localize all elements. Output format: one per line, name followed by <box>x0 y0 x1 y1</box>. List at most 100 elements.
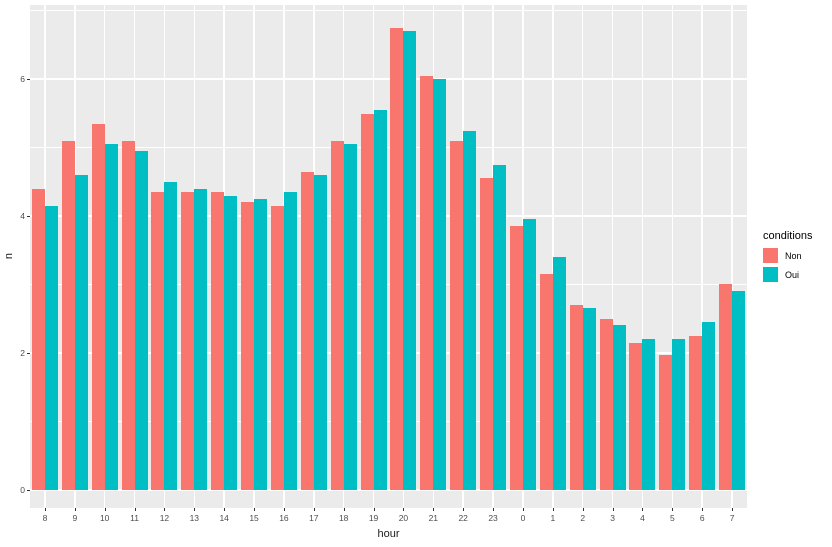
x-tick <box>30 508 60 511</box>
bar-group <box>389 5 419 508</box>
bar <box>61 140 75 490</box>
bar-pair <box>418 75 448 490</box>
bar-pair <box>90 123 120 490</box>
x-tick-label: 22 <box>458 513 468 523</box>
x-tick-label: 4 <box>640 513 645 523</box>
bar <box>390 28 404 490</box>
gridline-major <box>30 78 747 81</box>
bar <box>509 226 523 490</box>
bar <box>493 164 507 490</box>
bar <box>254 198 268 490</box>
bar <box>702 322 716 490</box>
y-tick-label: 4 <box>20 211 25 222</box>
bar <box>552 257 566 490</box>
bar-pair <box>508 219 538 490</box>
x-tick-mark <box>343 508 345 511</box>
bar-pair <box>299 171 329 490</box>
y-tick <box>27 79 30 81</box>
legend-items: Non Oui <box>763 248 813 282</box>
bar-group <box>329 5 359 508</box>
y-tick <box>27 489 30 491</box>
x-tick <box>329 508 359 511</box>
panel <box>30 5 747 508</box>
bar <box>134 151 148 490</box>
x-tick-mark <box>403 508 405 511</box>
x-axis-ticks <box>30 508 747 511</box>
bar-pair <box>478 164 508 490</box>
x-tick-mark <box>702 508 704 511</box>
bar <box>330 140 344 490</box>
bar <box>164 181 178 490</box>
bar-pair <box>329 140 359 490</box>
x-tick-label: 14 <box>219 513 229 523</box>
bar-pair <box>359 110 389 490</box>
x-tick-mark <box>672 508 674 511</box>
bar-group <box>568 5 598 508</box>
bar <box>612 325 626 490</box>
gridline-major <box>30 215 747 218</box>
bar-group <box>60 5 90 508</box>
bar <box>463 130 477 490</box>
x-tick <box>687 508 717 511</box>
gridline-minor <box>30 147 747 149</box>
bar-pair <box>717 284 747 490</box>
bar <box>44 205 58 490</box>
gridline-minor <box>30 283 747 285</box>
x-tick-label: 10 <box>99 513 110 523</box>
gridline-major <box>30 488 747 491</box>
bar-group <box>179 5 209 508</box>
x-tick-label: 17 <box>309 513 319 523</box>
x-tick <box>717 508 747 511</box>
x-tick-label: 20 <box>398 513 409 523</box>
bar-group <box>90 5 120 508</box>
x-tick-label: 2 <box>580 513 586 523</box>
x-tick-label: 7 <box>729 513 735 523</box>
x-tick-label: 13 <box>189 513 200 523</box>
x-tick <box>657 508 687 511</box>
bar <box>300 171 314 490</box>
bar <box>599 318 613 490</box>
bar <box>224 195 238 490</box>
x-tick-mark <box>463 508 465 511</box>
x-tick-mark <box>164 508 166 511</box>
bar <box>719 284 733 490</box>
x-tick-mark <box>74 508 76 511</box>
bar-group <box>478 5 508 508</box>
x-tick-mark <box>134 508 136 511</box>
bar <box>569 304 583 490</box>
bar-pair <box>389 28 419 490</box>
bar-group <box>120 5 150 508</box>
x-axis-labels: 8 9 10 11 12 13 14 15 16 17 18 19 20 21 22 23 0 1 2 3 4 5 6 7 <box>30 513 747 523</box>
bar <box>313 175 327 490</box>
legend-item: Oui <box>763 267 813 282</box>
bar-group <box>717 5 747 508</box>
bar <box>732 291 746 490</box>
gridline-vertical <box>641 5 644 508</box>
bar <box>689 335 703 490</box>
x-tick-mark <box>433 508 435 511</box>
x-tick <box>299 508 329 511</box>
bar-pair <box>209 192 239 490</box>
x-tick-label: 23 <box>488 513 498 523</box>
x-tick-label: 3 <box>610 513 615 523</box>
x-tick-mark <box>373 508 375 511</box>
bar <box>91 123 105 490</box>
bar <box>151 192 165 490</box>
x-tick-mark <box>283 508 285 511</box>
bar-pair <box>179 188 209 490</box>
x-tick-mark <box>493 508 495 511</box>
x-tick-mark <box>44 508 46 511</box>
x-tick-label: 6 <box>699 513 705 523</box>
x-tick-mark <box>194 508 196 511</box>
bar <box>373 110 387 490</box>
bar-group <box>687 5 717 508</box>
bar <box>480 178 494 490</box>
x-tick-mark <box>254 508 256 511</box>
gridline-minor <box>30 420 747 422</box>
bar <box>121 140 135 490</box>
bar <box>420 75 434 490</box>
bar <box>74 175 88 490</box>
bar <box>522 219 536 490</box>
bar-group <box>418 5 448 508</box>
bar <box>181 192 195 490</box>
